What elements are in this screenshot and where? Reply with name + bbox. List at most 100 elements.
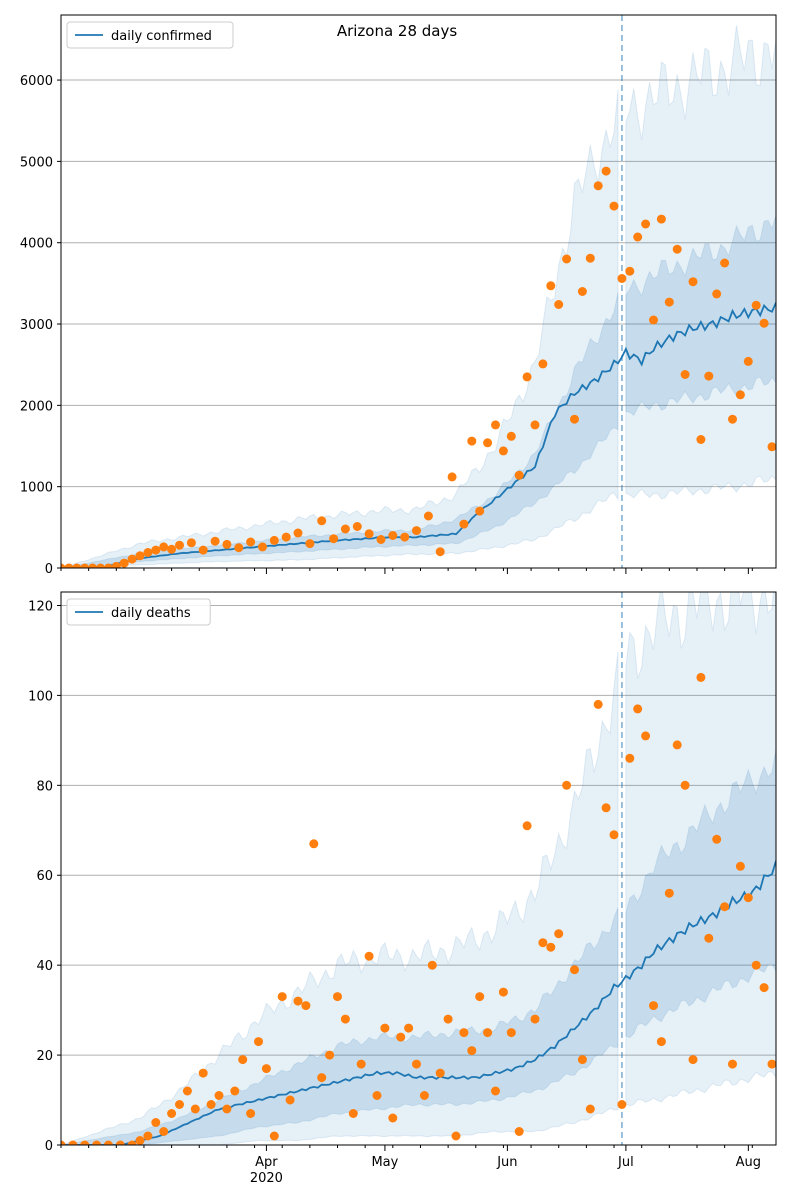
data-point — [728, 1059, 737, 1069]
x-tick-label: Aug — [736, 1155, 761, 1170]
inner-band — [61, 907, 619, 1145]
data-point — [400, 532, 410, 542]
legend: daily deaths — [66, 598, 211, 626]
data-point — [277, 992, 287, 1002]
data-point — [712, 289, 722, 299]
data-point — [443, 1014, 453, 1024]
y-tick-label: 3000 — [20, 318, 53, 333]
data-point — [269, 1131, 279, 1141]
data-point — [412, 526, 421, 536]
legend-entry: daily deaths — [111, 606, 191, 621]
data-point — [672, 244, 682, 254]
y-tick-label: 0 — [45, 562, 53, 577]
data-point — [175, 1100, 184, 1109]
data-point — [317, 516, 327, 526]
data-point — [143, 1131, 153, 1141]
data-point — [159, 1127, 169, 1136]
data-point — [759, 983, 769, 993]
data-point — [696, 672, 706, 682]
data-point — [649, 315, 658, 325]
data-point — [210, 536, 220, 546]
data-point — [720, 258, 730, 268]
data-point — [167, 1109, 177, 1118]
data-point — [483, 1028, 493, 1038]
data-point — [309, 839, 319, 849]
data-point — [743, 893, 753, 903]
data-point — [254, 1037, 263, 1047]
series-line — [61, 860, 776, 1145]
x-tick-label: May — [371, 1155, 398, 1170]
data-point — [483, 438, 493, 448]
data-point — [617, 1100, 627, 1109]
data-point — [305, 539, 315, 549]
data-point — [115, 1140, 125, 1145]
data-point — [198, 545, 208, 555]
data-point — [530, 420, 540, 430]
data-point — [672, 740, 682, 750]
data-point — [491, 420, 500, 430]
legend-box — [66, 598, 211, 626]
data-point — [459, 1028, 469, 1038]
data-point — [423, 511, 433, 521]
data-point — [127, 1140, 137, 1145]
data-point — [61, 563, 66, 568]
data-point — [333, 992, 342, 1002]
data-point — [182, 1086, 192, 1096]
y-tick-label: 100 — [28, 689, 53, 704]
data-point — [609, 830, 619, 840]
data-point — [269, 535, 279, 545]
data-point — [664, 888, 674, 898]
data-point — [522, 821, 532, 831]
data-point — [688, 1055, 698, 1065]
data-point — [514, 1127, 524, 1136]
data-point — [459, 519, 469, 529]
data-point — [554, 300, 564, 309]
data-point — [435, 547, 445, 557]
data-point — [356, 1059, 366, 1069]
data-point — [325, 1050, 335, 1060]
data-point — [143, 548, 153, 557]
data-point — [293, 996, 303, 1006]
data-point — [593, 699, 603, 709]
data-point — [190, 1104, 200, 1114]
data-point — [348, 1109, 358, 1118]
y-tick-label: 5000 — [20, 155, 53, 170]
data-point — [522, 372, 532, 382]
data-point — [767, 1059, 776, 1069]
data-point — [506, 1028, 516, 1038]
inner-band — [625, 214, 776, 416]
data-point — [546, 942, 556, 952]
data-point — [743, 356, 753, 366]
data-point — [506, 431, 516, 441]
data-point — [206, 1100, 216, 1109]
data-point — [554, 929, 564, 939]
data-point — [498, 987, 508, 997]
data-point — [704, 371, 714, 381]
y-tick-label: 2000 — [20, 399, 53, 414]
data-point — [656, 1037, 666, 1047]
data-point — [230, 1086, 240, 1096]
series-line — [61, 302, 776, 568]
y-tick-label: 0 — [45, 1139, 53, 1154]
outer-band — [625, 25, 776, 500]
data-point — [317, 1073, 327, 1083]
x-tick-label: Apr — [255, 1155, 278, 1170]
data-point — [61, 1140, 66, 1145]
data-point — [376, 535, 386, 544]
chart-title: Arizona 28 days — [337, 22, 458, 40]
data-point — [388, 531, 398, 540]
data-point — [96, 563, 105, 568]
data-point — [491, 1086, 500, 1096]
data-point — [530, 1014, 540, 1024]
data-point — [751, 960, 761, 970]
y-tick-label: 1000 — [20, 481, 53, 496]
data-point — [688, 277, 698, 287]
data-point — [585, 253, 595, 263]
data-point — [340, 1014, 350, 1024]
data-point — [119, 558, 129, 568]
outer-band — [61, 89, 619, 568]
data-point — [475, 992, 485, 1002]
data-point — [175, 540, 184, 550]
data-point — [546, 281, 556, 291]
x-tick-label: Jun — [496, 1155, 517, 1170]
